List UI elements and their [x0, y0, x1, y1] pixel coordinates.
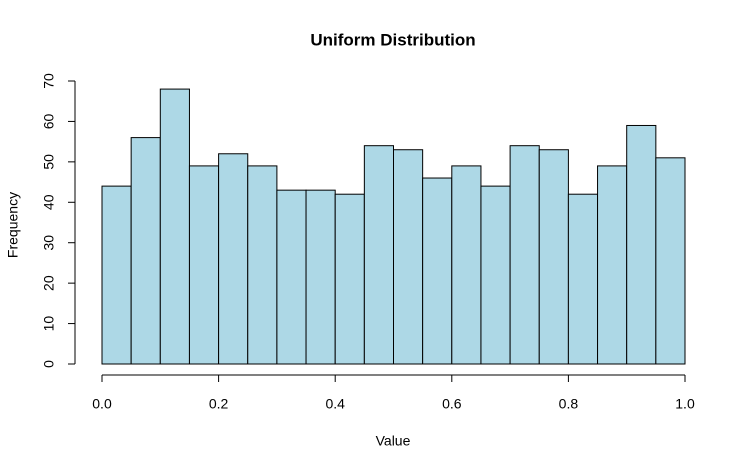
bar [130, 137, 161, 365]
bar [305, 189, 336, 365]
x-tick-label: 0.2 [209, 396, 229, 412]
bar [247, 165, 278, 365]
bar [480, 185, 511, 365]
y-tick-label: 30 [41, 235, 57, 251]
bar [393, 149, 424, 365]
y-tick-label: 10 [41, 316, 57, 332]
y-tick-label: 0 [41, 360, 57, 368]
bar [188, 165, 220, 365]
bar [101, 185, 132, 365]
y-tick-label: 20 [41, 275, 57, 291]
y-axis-label: Frequency [5, 192, 21, 258]
bar [597, 165, 628, 365]
bar [626, 124, 657, 365]
bar [567, 193, 599, 365]
bar [334, 193, 365, 365]
bar [451, 165, 482, 365]
x-axis-label: Value [376, 433, 411, 449]
x-tick-label: 0.0 [92, 396, 112, 412]
y-tick-label: 40 [41, 194, 57, 210]
bar [422, 177, 453, 365]
bar [655, 157, 686, 365]
x-tick-label: 0.8 [559, 396, 579, 412]
y-tick-label: 50 [41, 154, 57, 170]
y-tick-label: 70 [41, 73, 57, 89]
chart-title: Uniform Distribution [310, 30, 475, 49]
bar [363, 145, 395, 365]
x-tick-label: 1.0 [675, 396, 695, 412]
bar [538, 149, 569, 365]
bar [159, 88, 190, 365]
y-tick-label: 60 [41, 113, 57, 129]
bar [218, 153, 249, 365]
bar [509, 145, 540, 365]
x-tick-label: 0.6 [442, 396, 462, 412]
x-tick-label: 0.4 [325, 396, 345, 412]
bar [276, 189, 307, 365]
